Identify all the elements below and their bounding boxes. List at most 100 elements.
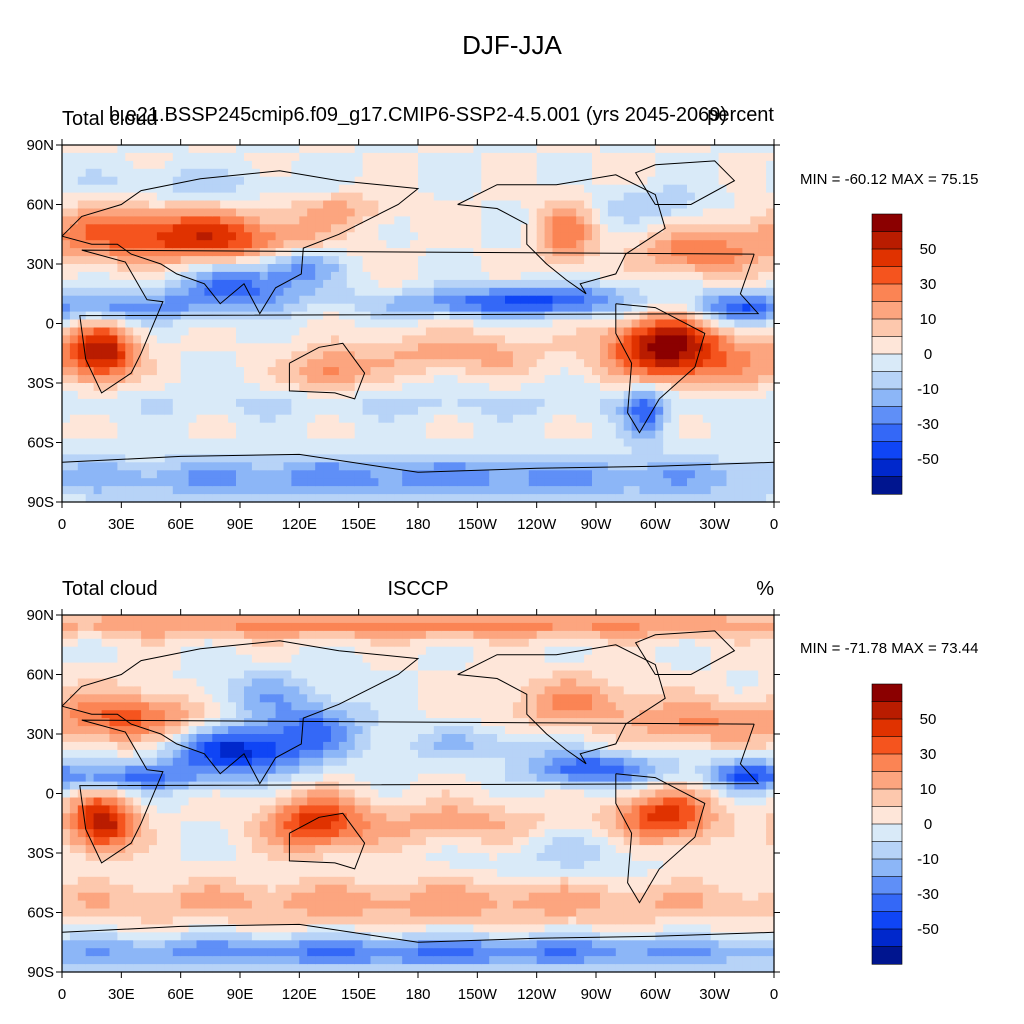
heatmap-cell — [149, 192, 158, 202]
heatmap-cell — [109, 287, 118, 297]
heatmap-cell — [164, 622, 174, 632]
heatmap-cell — [259, 351, 269, 360]
heatmap-cell — [236, 454, 245, 463]
heatmap-cell — [378, 160, 387, 170]
heatmap-cell — [149, 797, 158, 806]
heatmap-cell — [220, 192, 229, 202]
heatmap-cell — [125, 908, 134, 917]
heatmap-cell — [600, 351, 609, 360]
heatmap-cell — [220, 271, 229, 281]
heatmap-cell — [354, 208, 364, 217]
heatmap-cell — [85, 462, 95, 471]
heatmap-cell — [117, 192, 126, 202]
heatmap-cell — [212, 208, 221, 217]
heatmap-cell — [149, 860, 158, 870]
heatmap-cell — [259, 303, 269, 313]
heatmap-cell — [85, 749, 95, 759]
heatmap-cell — [718, 248, 728, 257]
heatmap-cell — [315, 264, 324, 273]
heatmap-cell — [180, 319, 190, 328]
panel1-center-title: b.e21.BSSP245cmip6.f09_g17.CMIP6-SSP2-4.… — [108, 104, 728, 126]
heatmap-cell — [402, 216, 411, 225]
heatmap-cell — [283, 295, 292, 305]
heatmap-cell — [758, 390, 767, 400]
heatmap-cell — [702, 248, 712, 257]
heatmap-cell — [188, 478, 198, 487]
heatmap-cell — [69, 821, 79, 830]
heatmap-cell — [307, 248, 316, 257]
heatmap-cell — [204, 422, 213, 432]
heatmap-cell — [259, 383, 269, 392]
heatmap-cell — [560, 422, 569, 432]
heatmap-cell — [188, 295, 198, 305]
heatmap-cell — [93, 478, 103, 487]
heatmap-cell — [331, 240, 340, 249]
heatmap-cell — [125, 351, 134, 360]
heatmap-cell — [354, 470, 364, 479]
heatmap-cell — [631, 335, 641, 344]
heatmap-cell — [687, 390, 696, 400]
heatmap-cell — [164, 916, 174, 925]
heatmap-cell — [156, 192, 166, 202]
heatmap-cell — [362, 319, 372, 328]
heatmap-cell — [93, 892, 103, 902]
heatmap-cell — [141, 414, 150, 424]
heatmap-cell — [196, 406, 205, 416]
heatmap-cell — [125, 829, 134, 838]
heatmap-cell — [220, 390, 229, 400]
heatmap-cell — [172, 726, 182, 735]
heatmap-cell — [85, 702, 95, 711]
heatmap-cell — [149, 678, 158, 687]
heatmap-cell — [607, 478, 617, 487]
heatmap-cell — [133, 438, 142, 447]
heatmap-cell — [85, 192, 95, 202]
heatmap-cell — [117, 335, 126, 344]
heatmap-cell — [62, 876, 71, 886]
heatmap-cell — [180, 494, 190, 503]
heatmap-cell — [702, 414, 712, 424]
heatmap-cell — [552, 248, 561, 257]
heatmap-cell — [600, 287, 609, 297]
heatmap-cell — [623, 430, 633, 440]
heatmap-cell — [655, 295, 664, 305]
heatmap-cell — [378, 367, 387, 376]
heatmap-cell — [172, 470, 182, 479]
heatmap-cell — [331, 454, 340, 463]
heatmap-cell — [473, 359, 482, 368]
heatmap-cell — [710, 256, 720, 265]
heatmap-cell — [244, 398, 253, 408]
heatmap-cell — [734, 287, 743, 297]
heatmap-cell — [188, 264, 198, 273]
heatmap-cell — [188, 622, 198, 632]
heatmap-cell — [156, 152, 166, 162]
heatmap-cell — [204, 749, 213, 759]
heatmap-cell — [346, 494, 356, 503]
heatmap-cell — [750, 414, 759, 424]
heatmap-cell — [172, 494, 182, 503]
heatmap-cell — [307, 311, 316, 321]
heatmap-cell — [687, 264, 696, 273]
heatmap-cell — [710, 446, 720, 455]
heatmap-cell — [149, 184, 158, 194]
heatmap-cell — [607, 200, 617, 209]
heatmap-cell — [576, 184, 585, 194]
heatmap-cell — [62, 287, 71, 297]
heatmap-cell — [77, 654, 87, 664]
y-tick-label: 30S — [27, 375, 54, 392]
heatmap-cell — [133, 749, 142, 759]
heatmap-cell — [592, 422, 601, 432]
heatmap-cell — [425, 494, 435, 503]
heatmap-cell — [204, 773, 213, 783]
heatmap-cell — [528, 351, 538, 360]
heatmap-cell — [156, 615, 166, 624]
heatmap-cell — [512, 470, 522, 479]
heatmap-cell — [212, 470, 221, 479]
heatmap-cell — [742, 184, 751, 194]
heatmap-cell — [441, 359, 451, 368]
heatmap-cell — [394, 422, 403, 432]
heatmap-cell — [441, 145, 451, 154]
heatmap-cell — [410, 398, 419, 408]
heatmap-cell — [568, 383, 577, 392]
heatmap-cell — [93, 694, 103, 703]
heatmap-cell — [639, 430, 648, 440]
